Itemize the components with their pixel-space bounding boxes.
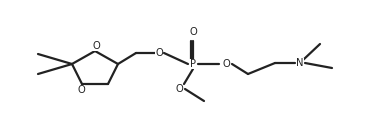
Text: O: O (189, 27, 197, 37)
Text: O: O (155, 48, 163, 58)
Text: O: O (222, 59, 230, 69)
Text: O: O (77, 85, 85, 95)
Text: N: N (296, 58, 304, 68)
Text: O: O (175, 84, 183, 94)
Text: P: P (190, 59, 196, 69)
Text: O: O (92, 41, 100, 51)
